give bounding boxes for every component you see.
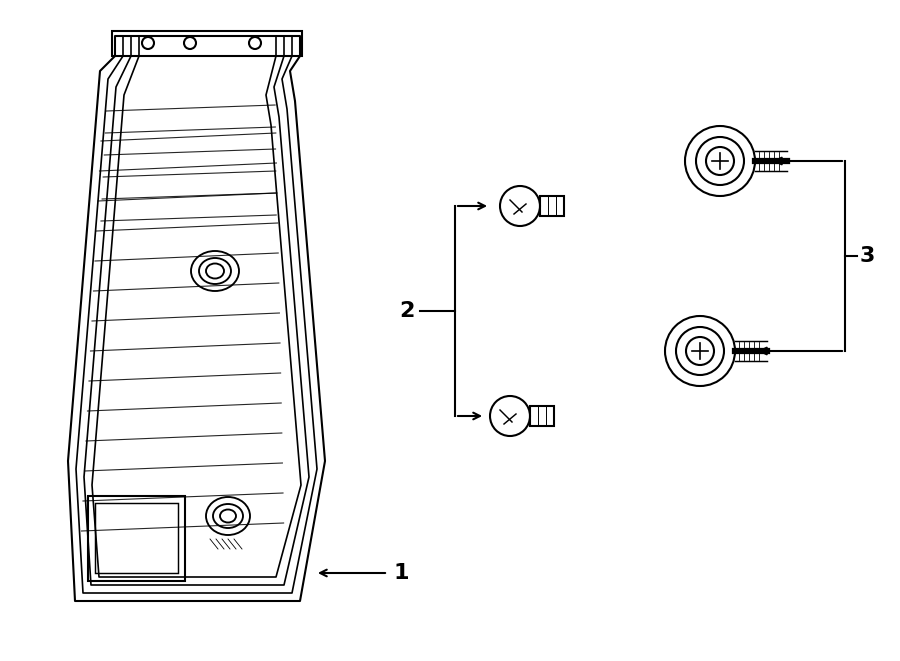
Bar <box>540 196 564 216</box>
Text: 2: 2 <box>400 301 415 321</box>
Text: 1: 1 <box>393 563 409 583</box>
Text: 3: 3 <box>860 246 876 266</box>
Bar <box>530 406 554 426</box>
